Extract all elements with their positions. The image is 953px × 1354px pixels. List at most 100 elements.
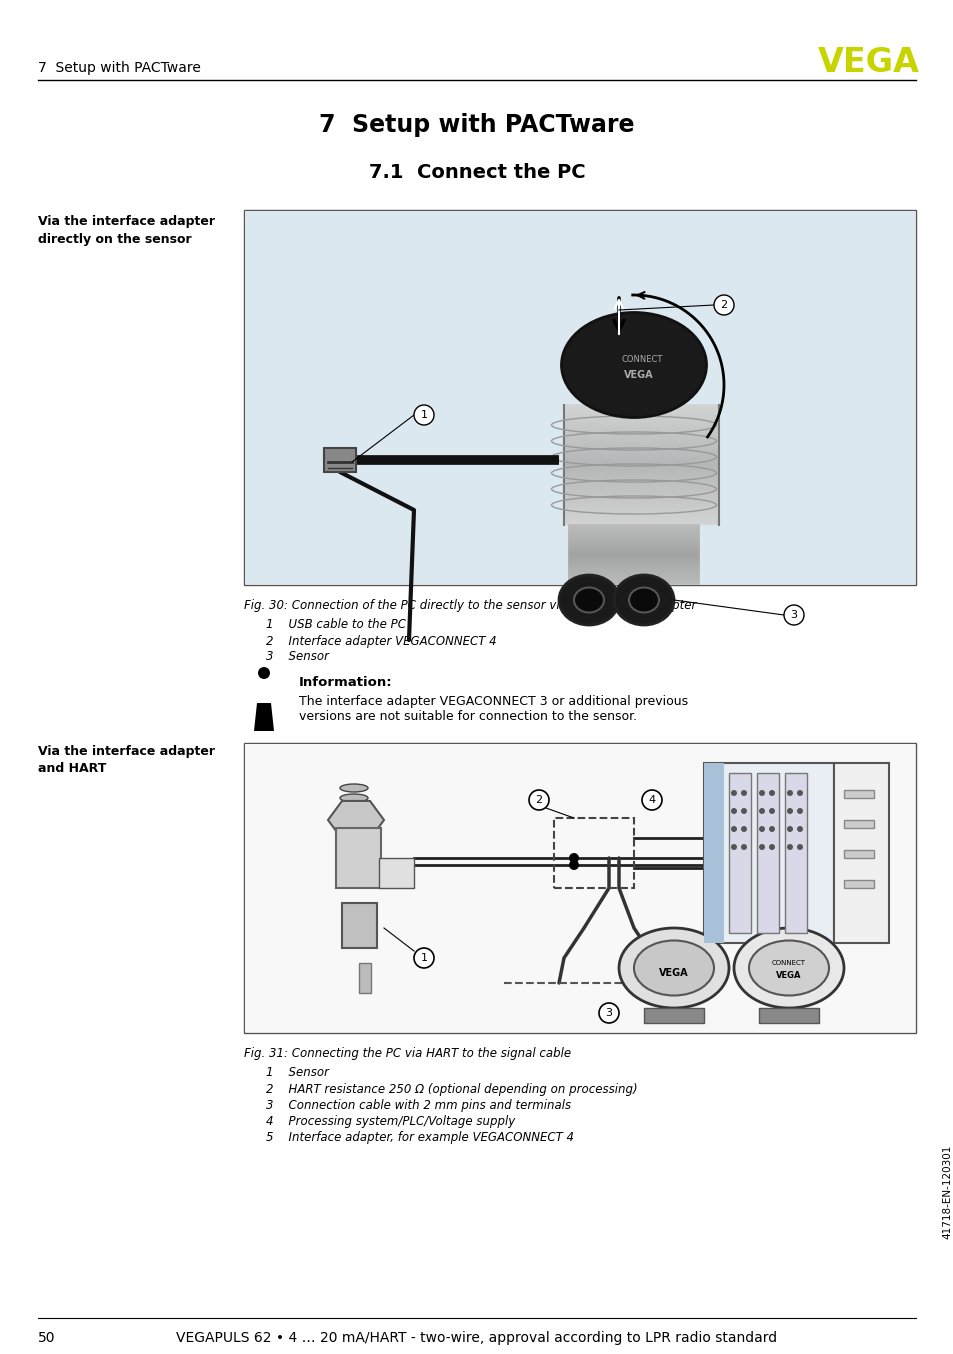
Ellipse shape (748, 941, 828, 995)
Text: 50: 50 (38, 1331, 55, 1345)
Text: The interface adapter VEGACONNECT 3 or additional previous: The interface adapter VEGACONNECT 3 or a… (298, 695, 687, 708)
Circle shape (759, 808, 764, 814)
Text: Fig. 30: Connection of the PC directly to the sensor via the interface adapter: Fig. 30: Connection of the PC directly t… (244, 598, 696, 612)
Circle shape (414, 405, 434, 425)
Text: 3    Sensor: 3 Sensor (266, 650, 329, 663)
Bar (757, 773, 779, 933)
Text: VEGA: VEGA (659, 968, 688, 978)
Text: CONNECT: CONNECT (620, 356, 662, 364)
Circle shape (641, 789, 661, 810)
Text: 1    USB cable to the PC: 1 USB cable to the PC (266, 619, 406, 631)
Ellipse shape (339, 814, 368, 822)
Bar (843, 880, 873, 888)
Circle shape (796, 789, 802, 796)
Text: 7.1  Connect the PC: 7.1 Connect the PC (368, 162, 585, 181)
Bar (378, 858, 414, 888)
Circle shape (730, 844, 737, 850)
Circle shape (759, 844, 764, 850)
Ellipse shape (558, 575, 618, 626)
Bar (244, 210, 915, 585)
Text: 1    Sensor: 1 Sensor (266, 1067, 329, 1079)
Text: versions are not suitable for connection to the sensor.: versions are not suitable for connection… (298, 711, 637, 723)
Ellipse shape (561, 313, 706, 417)
Ellipse shape (339, 784, 368, 792)
Text: 3: 3 (605, 1007, 612, 1018)
Circle shape (730, 826, 737, 831)
Ellipse shape (339, 804, 368, 812)
Circle shape (786, 808, 792, 814)
Bar (245, 743, 914, 1032)
Circle shape (786, 844, 792, 850)
Text: 2    Interface adapter VEGACONNECT 4: 2 Interface adapter VEGACONNECT 4 (266, 635, 497, 647)
Circle shape (257, 668, 270, 678)
Ellipse shape (574, 588, 603, 612)
Circle shape (414, 948, 434, 968)
Bar (703, 764, 833, 942)
Text: 2    HART resistance 250 Ω (optional depending on processing): 2 HART resistance 250 Ω (optional depend… (266, 1082, 637, 1095)
Bar (759, 1007, 818, 1024)
Circle shape (786, 789, 792, 796)
Text: 3    Connection cable with 2 mm pins and terminals: 3 Connection cable with 2 mm pins and te… (266, 1098, 571, 1112)
Bar (643, 1007, 703, 1024)
Bar (833, 764, 888, 942)
Circle shape (783, 605, 803, 626)
Text: 1: 1 (420, 410, 427, 420)
Text: 7  Setup with PACTware: 7 Setup with PACTware (38, 61, 201, 74)
Ellipse shape (614, 575, 673, 626)
Text: Via the interface adapter: Via the interface adapter (38, 215, 214, 229)
Polygon shape (253, 703, 274, 731)
Text: 2: 2 (535, 795, 542, 806)
Bar (245, 211, 914, 584)
Circle shape (768, 826, 774, 831)
Bar (358, 963, 371, 992)
Circle shape (786, 826, 792, 831)
Text: VEGA: VEGA (776, 972, 801, 980)
Circle shape (740, 789, 746, 796)
Circle shape (768, 808, 774, 814)
Circle shape (759, 789, 764, 796)
Circle shape (796, 844, 802, 850)
Ellipse shape (628, 588, 659, 612)
Circle shape (796, 808, 802, 814)
Ellipse shape (339, 793, 368, 802)
Text: and HART: and HART (38, 761, 107, 774)
Bar (244, 743, 915, 1033)
Circle shape (568, 853, 578, 862)
Circle shape (768, 844, 774, 850)
Text: VEGA: VEGA (817, 46, 919, 79)
Text: 2: 2 (720, 301, 727, 310)
Text: VEGA: VEGA (623, 370, 653, 380)
Text: VEGAPULS 62 • 4 … 20 mA/HART - two-wire, approval according to LPR radio standar: VEGAPULS 62 • 4 … 20 mA/HART - two-wire,… (176, 1331, 777, 1345)
Text: 1: 1 (420, 953, 427, 963)
Circle shape (730, 789, 737, 796)
Bar (324, 448, 355, 473)
Text: 4: 4 (648, 795, 655, 806)
Circle shape (730, 808, 737, 814)
Circle shape (598, 1003, 618, 1024)
Text: 4    Processing system/PLC/Voltage supply: 4 Processing system/PLC/Voltage supply (266, 1114, 515, 1128)
FancyArrowPatch shape (614, 301, 623, 334)
Circle shape (529, 789, 548, 810)
Text: 7  Setup with PACTware: 7 Setup with PACTware (319, 112, 634, 137)
Bar (843, 789, 873, 798)
Bar (335, 829, 380, 888)
Circle shape (713, 295, 733, 315)
Polygon shape (328, 802, 384, 839)
Bar (784, 773, 806, 933)
Circle shape (568, 860, 578, 871)
Text: CONNECT: CONNECT (771, 960, 805, 965)
Bar (703, 764, 723, 942)
Ellipse shape (618, 927, 728, 1007)
Text: Information:: Information: (298, 677, 393, 689)
Circle shape (740, 826, 746, 831)
Bar (554, 818, 634, 888)
Bar (341, 903, 376, 948)
Text: Fig. 31: Connecting the PC via HART to the signal cable: Fig. 31: Connecting the PC via HART to t… (244, 1047, 571, 1059)
Circle shape (740, 844, 746, 850)
Ellipse shape (339, 825, 368, 831)
Circle shape (796, 826, 802, 831)
Bar (728, 773, 750, 933)
Bar (843, 821, 873, 829)
Text: directly on the sensor: directly on the sensor (38, 233, 192, 246)
Circle shape (740, 808, 746, 814)
